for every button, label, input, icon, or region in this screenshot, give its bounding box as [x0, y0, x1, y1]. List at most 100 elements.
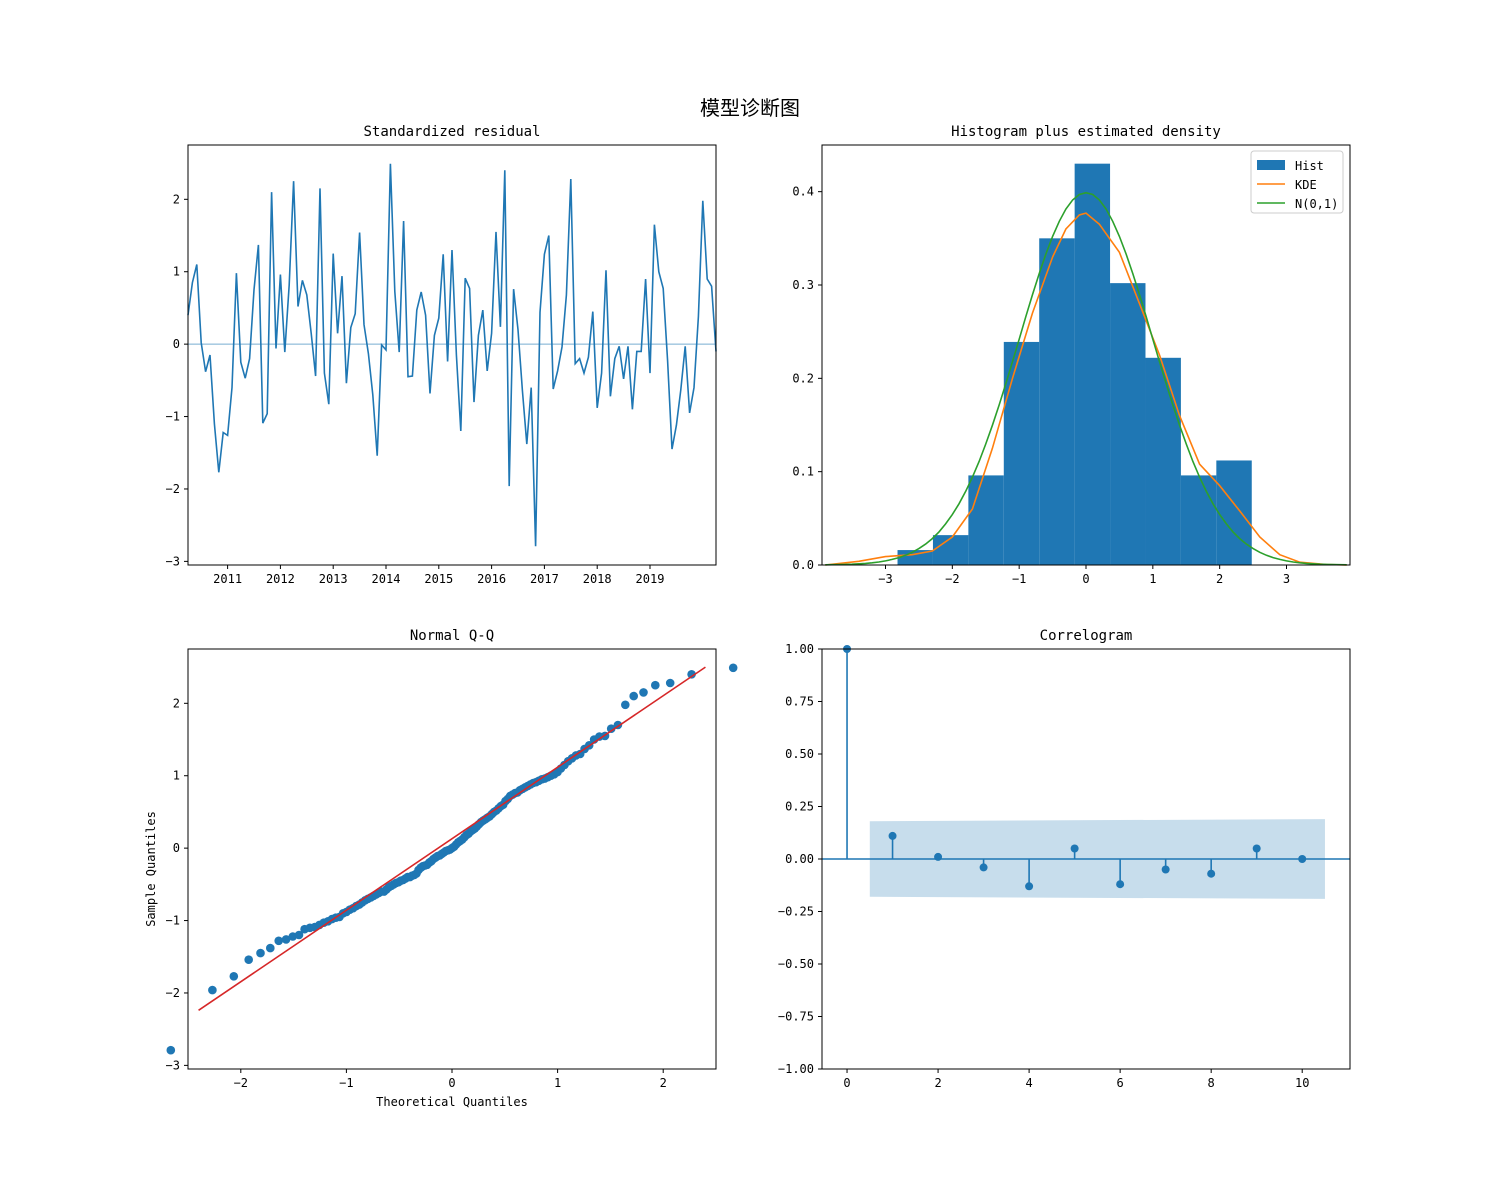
qq-point	[639, 688, 648, 697]
qq-reference-line	[198, 666, 706, 1012]
x-tick-label: 2017	[530, 572, 559, 586]
y-tick-label: 0.1	[792, 465, 814, 479]
qq-point	[294, 930, 304, 940]
y-tick-label: 1.00	[785, 642, 814, 656]
y-tick-label: 1	[173, 769, 180, 783]
x-tick-label: 2013	[319, 572, 348, 586]
x-tick-label: 2014	[372, 572, 401, 586]
x-tick-label: 0	[448, 1076, 455, 1090]
histogram-bar	[1216, 460, 1252, 565]
x-tick-label: 4	[1025, 1076, 1032, 1090]
legend: Hist KDE N(0,1)	[1250, 150, 1344, 214]
axes-histogram: −3 −2 −1 0 1 2 3 0.0 0.1 0.2 0.3 0.4 Histogram plus …	[792, 124, 1351, 586]
y-tick-label: −2	[166, 482, 180, 496]
axes-qq: −2 −1 0 1 2 2 1 0 −1 −2 −3 Normal Q-Q Theoretical Qu…	[144, 628, 738, 1109]
acf-marker	[979, 863, 988, 872]
qq-point	[208, 985, 217, 995]
x-tick-label: 0	[843, 1076, 850, 1090]
y-tick-label: 0.3	[792, 278, 814, 292]
y-tick-label: 0.2	[792, 371, 814, 385]
histogram-bar	[1110, 283, 1146, 565]
y-tick-label: 0.75	[785, 695, 814, 709]
qq-point	[629, 691, 638, 701]
qq-point	[665, 678, 675, 688]
y-axis-label: Sample Quantiles	[144, 811, 158, 927]
x-tick-label: 3	[1283, 572, 1290, 586]
y-tick-label: −1	[166, 410, 180, 424]
qq-point	[621, 700, 630, 710]
x-tick-label: 8	[1208, 1076, 1215, 1090]
x-axis-label: Theoretical Quantiles	[376, 1095, 528, 1109]
subplot-title: Correlogram	[1040, 628, 1133, 644]
legend-label: Hist	[1295, 159, 1324, 173]
x-tick-label: 1	[554, 1076, 561, 1090]
qq-point	[266, 943, 275, 953]
y-tick-label: −3	[166, 554, 180, 568]
acf-marker	[1116, 880, 1125, 889]
y-tick-label: −2	[166, 986, 180, 1000]
legend-label: N(0,1)	[1295, 197, 1338, 211]
qq-point	[256, 948, 265, 958]
axes-correlogram: 0 2 4 6 8 10 1.00 0.75 0.50 0.25 0.00 −0.25 −0.50 −0.…	[778, 628, 1351, 1090]
qq-point	[166, 1045, 176, 1055]
x-tick-label: 2015	[424, 572, 453, 586]
y-tick-label: −1	[166, 914, 180, 928]
qq-point	[728, 663, 738, 673]
x-tick-label: 2019	[636, 572, 665, 586]
acf-marker	[1252, 844, 1261, 853]
acf-marker	[1298, 855, 1307, 863]
y-tick-label: 0.25	[785, 800, 814, 814]
axes-frame	[187, 144, 717, 566]
subplot-title: Histogram plus estimated density	[951, 124, 1221, 140]
y-tick-label: 0.0	[792, 558, 814, 572]
histogram-bar	[968, 475, 1004, 565]
x-tick-label: 1	[1149, 572, 1156, 586]
x-tick-label: −1	[339, 1076, 353, 1090]
histogram-bar	[1074, 163, 1111, 565]
y-tick-label: −0.75	[778, 1010, 814, 1024]
axes-residual: 2011 2012 2013 2014 2015 2016 2017 2018 2019 2 1 0 −…	[166, 124, 717, 586]
axes-frame	[187, 648, 717, 1070]
x-tick-label: 2016	[477, 572, 506, 586]
y-tick-label: 2	[173, 192, 180, 206]
qq-point	[651, 680, 660, 690]
qq-point	[274, 936, 284, 946]
qq-point	[244, 955, 253, 964]
histogram-bar	[1145, 357, 1181, 565]
x-tick-label: −1	[1012, 572, 1026, 586]
histogram-bar	[1180, 475, 1217, 565]
qq-point	[687, 670, 696, 679]
x-tick-label: 2	[934, 1076, 941, 1090]
y-tick-label: 0.4	[792, 185, 814, 199]
histogram-bar	[897, 550, 933, 565]
residual-series-line	[187, 163, 717, 547]
x-tick-label: 2	[660, 1076, 667, 1090]
x-tick-label: 2	[1216, 572, 1223, 586]
acf-marker	[888, 831, 897, 840]
acf-marker	[1025, 882, 1034, 891]
histogram-bar	[1039, 238, 1075, 566]
qq-point	[281, 935, 291, 944]
x-tick-label: 10	[1295, 1076, 1309, 1090]
y-tick-label: 2	[173, 696, 180, 710]
y-tick-label: −0.50	[778, 957, 814, 971]
x-tick-label: 6	[1117, 1076, 1124, 1090]
y-tick-label: 0.50	[785, 747, 814, 761]
y-tick-label: 0	[173, 841, 180, 855]
x-tick-label: −2	[945, 572, 959, 586]
legend-hist-swatch	[1257, 160, 1285, 170]
x-tick-label: −2	[234, 1076, 248, 1090]
y-tick-label: 1	[173, 265, 180, 279]
y-tick-label: −3	[166, 1058, 180, 1072]
qq-point	[606, 724, 616, 733]
y-tick-label: 0	[173, 337, 180, 351]
acf-marker	[1161, 865, 1170, 874]
x-tick-label: −3	[878, 572, 892, 586]
acf-marker	[934, 852, 943, 861]
x-tick-label: 2011	[213, 572, 242, 586]
figure-title: 模型诊断图	[700, 96, 800, 120]
subplot-title: Standardized residual	[363, 124, 540, 140]
x-tick-label: 2012	[266, 572, 295, 586]
